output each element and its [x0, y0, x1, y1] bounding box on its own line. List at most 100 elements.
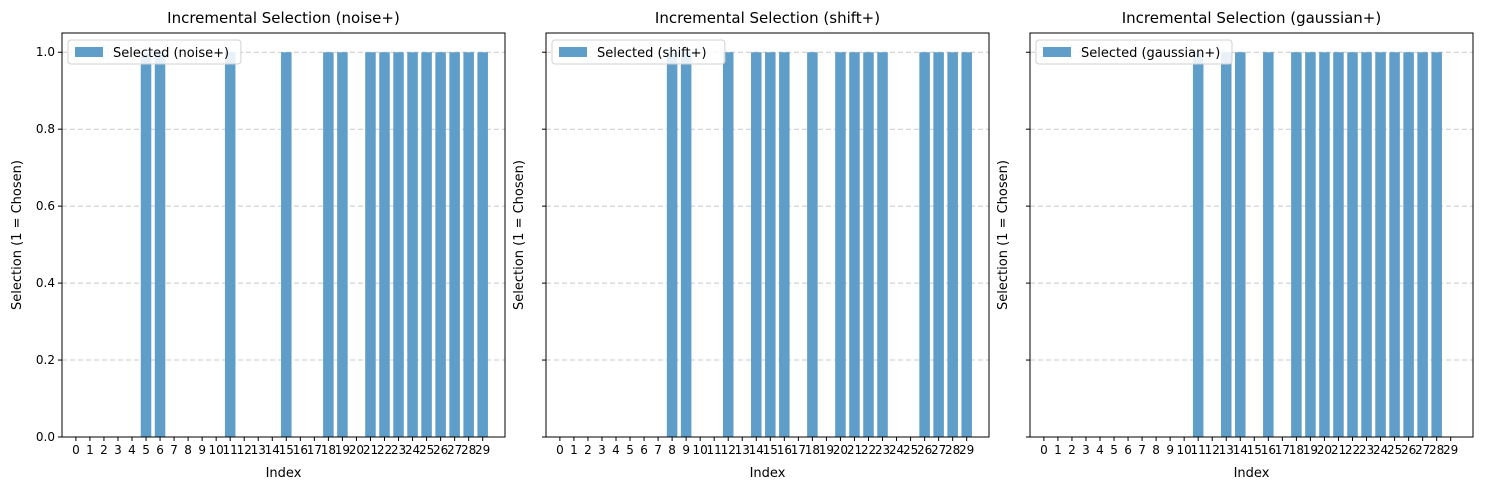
- bar-22: [1347, 52, 1358, 437]
- x-tick-label: 28: [1429, 443, 1444, 457]
- x-tick-label: 25: [1387, 443, 1402, 457]
- x-tick-label: 24: [1373, 443, 1388, 457]
- x-tick-label: 15: [279, 443, 294, 457]
- bar-18: [323, 52, 334, 437]
- legend-label: Selected (shift+): [597, 46, 707, 61]
- x-tick-label: 27: [447, 443, 462, 457]
- bar-25: [1389, 52, 1400, 437]
- legend-swatch: [559, 47, 587, 57]
- x-tick-label: 22: [1345, 443, 1360, 457]
- plot-frame: [545, 32, 990, 438]
- bar-19: [1305, 52, 1316, 437]
- bar-27: [933, 52, 944, 437]
- y-tick-label: 0.4: [36, 276, 55, 290]
- x-tick-label: 2: [1068, 443, 1076, 457]
- y-axis-label: Selection (1 = Chosen): [996, 160, 1011, 310]
- chart-panel-3: 0 1 2 3 4 5 6 7 8 9 101112131415161718192021222324…: [996, 9, 1474, 481]
- bar-28: [463, 52, 474, 437]
- x-tick-label: 7: [1138, 443, 1146, 457]
- x-tick-label: 27: [931, 443, 946, 457]
- x-tick-label: 10: [693, 443, 708, 457]
- x-tick-label: 23: [1359, 443, 1374, 457]
- x-tick-label: 9: [198, 443, 206, 457]
- bar-24: [407, 52, 418, 437]
- bar-11: [1192, 52, 1204, 437]
- legend: Selected (gaussian+): [1035, 39, 1233, 65]
- chart-title: Incremental Selection (noise+): [167, 9, 400, 27]
- x-tick-label: 28: [945, 443, 960, 457]
- x-tick-label: 17: [791, 443, 806, 457]
- x-tick-label: 29: [475, 443, 490, 457]
- x-tick-label: 7: [654, 443, 662, 457]
- legend-label: Selected (gaussian+): [1081, 46, 1220, 61]
- bar-23: [1361, 52, 1372, 437]
- legend-box: [551, 39, 726, 65]
- x-axis-label: Index: [750, 466, 786, 481]
- x-tick-label: 29: [959, 443, 974, 457]
- bar-15: [765, 52, 776, 437]
- x-tick-label: 11: [707, 443, 722, 457]
- x-tick-label: 6: [156, 443, 164, 457]
- x-tick-label: 23: [875, 443, 890, 457]
- bar-20: [1319, 52, 1330, 437]
- x-tick-label: 14: [749, 443, 764, 457]
- chart-title: Incremental Selection (shift+): [655, 9, 880, 27]
- x-tick-label: 12: [237, 443, 252, 457]
- bar-5: [140, 52, 152, 437]
- bar-27: [1417, 52, 1428, 437]
- bar-14: [1235, 52, 1246, 437]
- bar-23: [393, 52, 404, 437]
- x-tick-label: 3: [1082, 443, 1090, 457]
- bar-18: [807, 52, 818, 437]
- x-tick-label: 0: [1040, 443, 1048, 457]
- x-tick-label: 6: [1124, 443, 1132, 457]
- bar-11: [224, 52, 236, 437]
- bar-24: [1375, 52, 1386, 437]
- x-tick-label: 14: [265, 443, 280, 457]
- x-tick-label: 8: [668, 443, 676, 457]
- x-tick-label: 15: [1247, 443, 1262, 457]
- x-tick-label: 13: [735, 443, 750, 457]
- bar-29: [477, 52, 488, 437]
- x-tick-label: 29: [1443, 443, 1458, 457]
- x-tick-label: 8: [1152, 443, 1160, 457]
- x-tick-label: 13: [251, 443, 266, 457]
- x-tick-label: 21: [363, 443, 378, 457]
- bar-28: [1431, 52, 1442, 437]
- x-tick-label: 7: [170, 443, 178, 457]
- bar-21: [849, 52, 860, 437]
- x-tick-label: 16: [1261, 443, 1276, 457]
- x-tick-label: 26: [917, 443, 932, 457]
- x-tick-label: 14: [1233, 443, 1248, 457]
- x-tick-label: 5: [626, 443, 634, 457]
- x-tick-label: 26: [1401, 443, 1416, 457]
- x-tick-label: 22: [377, 443, 392, 457]
- x-tick-label: 11: [223, 443, 238, 457]
- bar-21: [365, 52, 376, 437]
- plot-frame: [1029, 32, 1474, 438]
- bar-21: [1333, 52, 1344, 437]
- x-tick-label: 17: [1275, 443, 1290, 457]
- y-tick-label: 0.0: [36, 430, 55, 444]
- x-tick-label: 17: [307, 443, 322, 457]
- x-tick-label: 15: [763, 443, 778, 457]
- x-tick-label: 20: [349, 443, 364, 457]
- x-tick-label: 12: [1205, 443, 1220, 457]
- bar-25: [421, 52, 432, 437]
- bar-22: [863, 52, 874, 437]
- bar-26: [1403, 52, 1414, 437]
- legend-box: [1035, 39, 1233, 65]
- x-tick-label: 1: [570, 443, 578, 457]
- bar-18: [1291, 52, 1302, 437]
- x-tick-label: 18: [805, 443, 820, 457]
- x-tick-label: 24: [405, 443, 420, 457]
- plot-frame: [61, 32, 506, 438]
- x-axis-label: Index: [266, 466, 302, 481]
- x-tick-label: 19: [819, 443, 834, 457]
- bar-19: [337, 52, 348, 437]
- bar-28: [947, 52, 958, 437]
- legend-swatch: [1043, 47, 1071, 57]
- x-tick-label: 10: [1177, 443, 1192, 457]
- bar-27: [449, 52, 460, 437]
